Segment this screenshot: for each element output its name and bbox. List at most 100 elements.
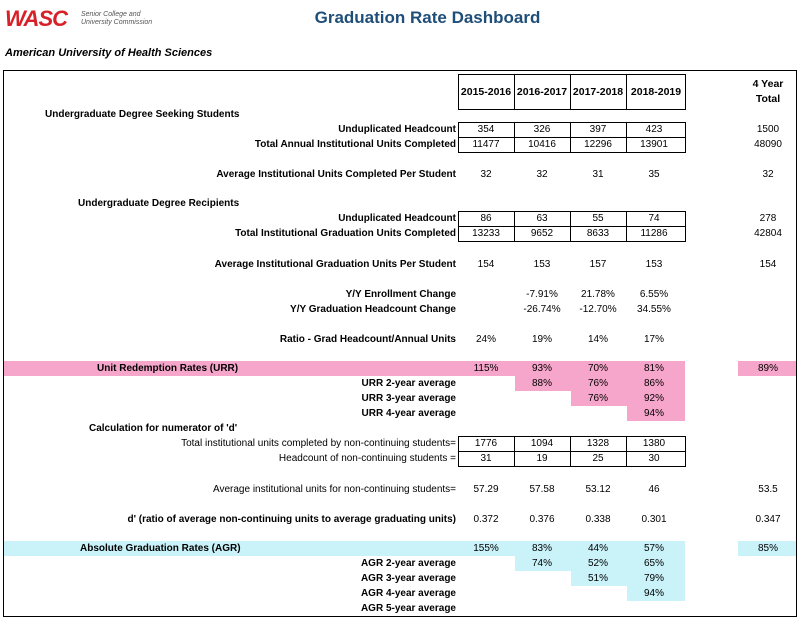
- row-label: Y/Y Enrollment Change: [345, 289, 456, 300]
- table-cell: 94%: [643, 588, 664, 599]
- row-label: AGR 5-year average: [360, 603, 456, 614]
- table-cell: 354: [477, 124, 495, 135]
- table-cell: 0.372: [473, 514, 499, 525]
- table-cell: 70%: [587, 363, 608, 374]
- dashboard-frame: [3, 70, 797, 617]
- agr-band: [4, 541, 685, 556]
- table-cell: 55: [592, 213, 604, 224]
- wasc-logo: WASC Senior College and University Commi…: [5, 6, 152, 32]
- table-cell: 17%: [643, 334, 664, 345]
- total-cell: 0.347: [755, 514, 781, 525]
- table-cell: 0.301: [641, 514, 667, 525]
- table-cell: 74: [648, 213, 660, 224]
- table-cell: 326: [533, 124, 551, 135]
- row-label: Average institutional units for non-cont…: [212, 484, 456, 495]
- table-cell: 21.78%: [581, 289, 615, 300]
- table-cell: 1094: [530, 438, 554, 449]
- table-cell: 12296: [584, 139, 612, 150]
- table-cell: 24%: [475, 334, 496, 345]
- table-cell: 11477: [472, 139, 500, 150]
- urr3-band: [571, 391, 685, 406]
- table-cell: 92%: [643, 393, 664, 404]
- table-cell: 35: [648, 169, 660, 180]
- table-cell: 30: [648, 453, 660, 464]
- table-cell: 154: [477, 259, 495, 270]
- total-cell: 32: [762, 169, 774, 180]
- table-cell: 57%: [643, 543, 664, 554]
- table-cell: -12.70%: [579, 304, 617, 315]
- table-cell: 19: [536, 453, 548, 464]
- table-cell: 397: [589, 124, 607, 135]
- row-label: AGR 3-year average: [360, 573, 456, 584]
- row-label: AGR 2-year average: [360, 558, 456, 569]
- row-label: URR 4-year average: [361, 408, 457, 419]
- row-label: d' (ratio of average non-continuing unit…: [127, 514, 456, 525]
- table-cell: 52%: [587, 558, 608, 569]
- year-header-box: [458, 74, 686, 110]
- table-cell: 74%: [531, 558, 552, 569]
- row-label: Unduplicated Headcount: [338, 213, 456, 224]
- section-recipients: Undergraduate Degree Recipients: [78, 198, 240, 209]
- table-cell: 31: [480, 453, 492, 464]
- total-header-line2: Total: [755, 93, 781, 105]
- table-cell: 10416: [528, 139, 556, 150]
- table-cell: 63: [536, 213, 548, 224]
- table-cell: 1380: [642, 438, 666, 449]
- agr3-band: [571, 571, 685, 586]
- section-numerator: Calculation for numerator of 'd': [89, 423, 238, 434]
- row-label: Headcount of non-continuing students =: [278, 453, 456, 464]
- agr2-band: [515, 556, 685, 571]
- row-label: Total Annual Institutional Units Complet…: [254, 139, 456, 150]
- table-cell: 0.376: [529, 514, 555, 525]
- table-cell: 25: [592, 453, 604, 464]
- table-cell: 44%: [587, 543, 608, 554]
- table-cell: 53.12: [585, 484, 611, 495]
- row-label: Y/Y Graduation Headcount Change: [290, 304, 456, 315]
- col-header: 2018-2019: [630, 86, 682, 98]
- total-cell: 154: [759, 259, 777, 270]
- urr2-band: [515, 376, 685, 391]
- table-cell: 32: [480, 169, 492, 180]
- table-cell: 13233: [472, 228, 500, 239]
- row-label: Average Institutional Graduation Units P…: [214, 259, 456, 270]
- table-cell: -26.74%: [523, 304, 561, 315]
- table-cell: 153: [645, 259, 663, 270]
- total-cell: 53.5: [758, 484, 778, 495]
- table-cell: 0.338: [585, 514, 611, 525]
- col-header: 2015-2016: [460, 86, 512, 98]
- table-cell: 46: [648, 484, 660, 495]
- table-cell: 1328: [586, 438, 610, 449]
- row-label: Unduplicated Headcount: [338, 124, 456, 135]
- total-cell: 89%: [757, 363, 778, 374]
- total-cell: 48090: [754, 139, 782, 150]
- row-label: Total Institutional Graduation Units Com…: [235, 228, 456, 239]
- table-cell: 115%: [473, 363, 499, 374]
- row-label: URR 2-year average: [361, 378, 457, 389]
- table-cell: 57.58: [529, 484, 555, 495]
- total-cell: 85%: [757, 543, 778, 554]
- total-cell: 278: [759, 213, 777, 224]
- table-cell: 65%: [643, 558, 664, 569]
- col-header: 2017-2018: [572, 86, 624, 98]
- table-cell: 76%: [587, 378, 608, 389]
- table-cell: 94%: [643, 408, 664, 419]
- table-cell: 14%: [587, 334, 608, 345]
- urr-band: [4, 361, 459, 376]
- urr-total-band: [738, 361, 796, 376]
- table-cell: 86: [480, 213, 492, 224]
- table-cell: 153: [533, 259, 551, 270]
- page-title: Graduation Rate Dashboard: [314, 8, 541, 27]
- table-cell: 155%: [473, 543, 499, 554]
- table-cell: 11286: [640, 228, 668, 239]
- table-cell: 9652: [530, 228, 554, 239]
- row-label: Average Institutional Units Completed Pe…: [216, 169, 456, 180]
- table-cell: 19%: [531, 334, 552, 345]
- table-cell: -7.91%: [526, 289, 558, 300]
- col-header: 2016-2017: [516, 86, 568, 98]
- total-cell: 1500: [756, 124, 780, 135]
- table-cell: 1776: [474, 438, 498, 449]
- table-cell: 79%: [643, 573, 664, 584]
- row-label: Unit Redemption Rates (URR): [97, 363, 239, 374]
- table-cell: 8633: [586, 228, 610, 239]
- row-label: AGR 4-year average: [360, 588, 456, 599]
